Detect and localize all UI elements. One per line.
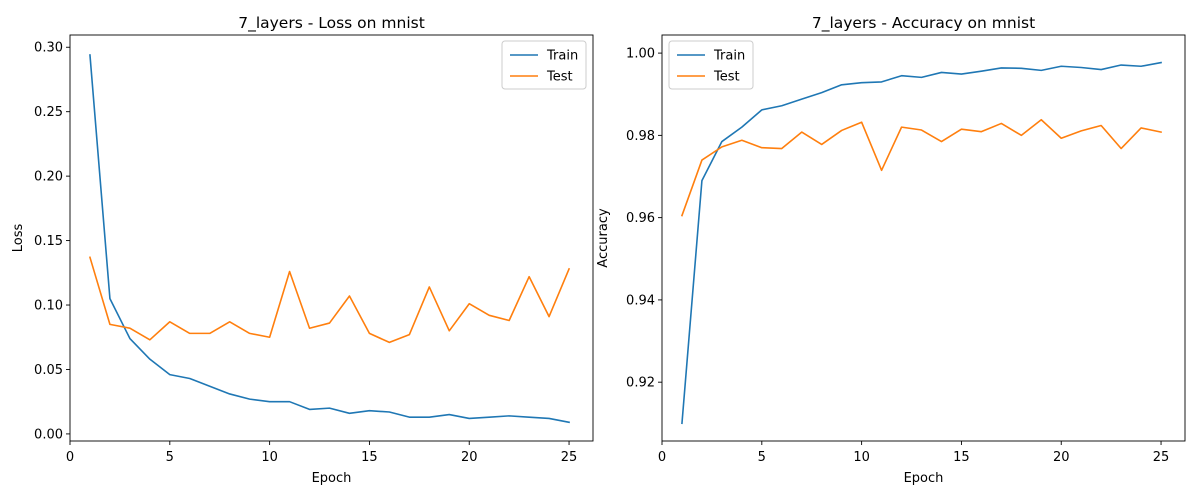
accuracy-y-tick-label: 0.98 (626, 129, 655, 144)
accuracy-legend-label-train: Train (713, 49, 745, 64)
loss-y-tick-label: 0.30 (34, 41, 63, 56)
loss-x-tick-label: 20 (461, 450, 478, 465)
accuracy-y-axis-label: Accuracy (596, 208, 611, 268)
loss-train-line (89, 54, 570, 424)
accuracy-y-tick-label: 0.94 (626, 293, 655, 308)
accuracy-x-tick-label: 20 (1053, 450, 1070, 465)
loss-chart: 7_layers - Loss on mnist 0 5 10 15 20 25 0.00 0.… (11, 14, 594, 486)
accuracy-train-line (681, 61, 1162, 425)
loss-x-tick-label: 10 (261, 450, 278, 465)
loss-legend-label-test: Test (546, 70, 573, 85)
loss-x-axis-label: Epoch (312, 471, 352, 486)
accuracy-legend-box (668, 40, 754, 90)
loss-test-line (88, 256, 571, 344)
accuracy-y-tick-label: 1.00 (626, 47, 655, 62)
accuracy-x-tick-label: 5 (758, 450, 766, 465)
loss-chart-title: 7_layers - Loss on mnist (238, 14, 425, 33)
accuracy-legend: Train Test (668, 40, 754, 90)
loss-x-tick-label: 15 (361, 450, 378, 465)
loss-x-tick-label: 5 (166, 450, 174, 465)
accuracy-x-tick-label: 0 (658, 450, 666, 465)
accuracy-legend-label-test: Test (713, 70, 740, 85)
accuracy-axes-frame (661, 34, 1186, 442)
loss-x-tick-label: 25 (561, 450, 578, 465)
loss-y-axis-label: Loss (11, 224, 26, 253)
loss-y-tick-label: 0.00 (34, 427, 63, 442)
loss-y-tick-label: 0.15 (34, 234, 63, 249)
accuracy-chart-title: 7_layers - Accuracy on mnist (812, 14, 1035, 33)
loss-x-tick-label: 0 (66, 450, 74, 465)
accuracy-test-line (680, 118, 1162, 217)
loss-y-tick-label: 0.10 (34, 299, 63, 314)
loss-legend-label-train: Train (546, 49, 578, 64)
accuracy-y-tick-label: 0.96 (626, 211, 655, 226)
loss-y-tick-label: 0.25 (34, 105, 63, 120)
loss-y-tick-label: 0.05 (34, 363, 63, 378)
loss-y-tick-label: 0.20 (34, 170, 63, 185)
loss-legend-box (501, 40, 587, 90)
accuracy-y-tick-label: 0.92 (626, 376, 655, 391)
accuracy-x-axis-label: Epoch (904, 471, 944, 486)
accuracy-x-tick-label: 10 (853, 450, 870, 465)
accuracy-chart: 7_layers - Accuracy on mnist 0 5 10 15 20 25 0.… (596, 14, 1186, 486)
loss-legend: Train Test (501, 40, 587, 90)
accuracy-x-tick-label: 15 (953, 450, 970, 465)
loss-axes-frame (69, 34, 594, 442)
accuracy-x-tick-label: 25 (1153, 450, 1170, 465)
